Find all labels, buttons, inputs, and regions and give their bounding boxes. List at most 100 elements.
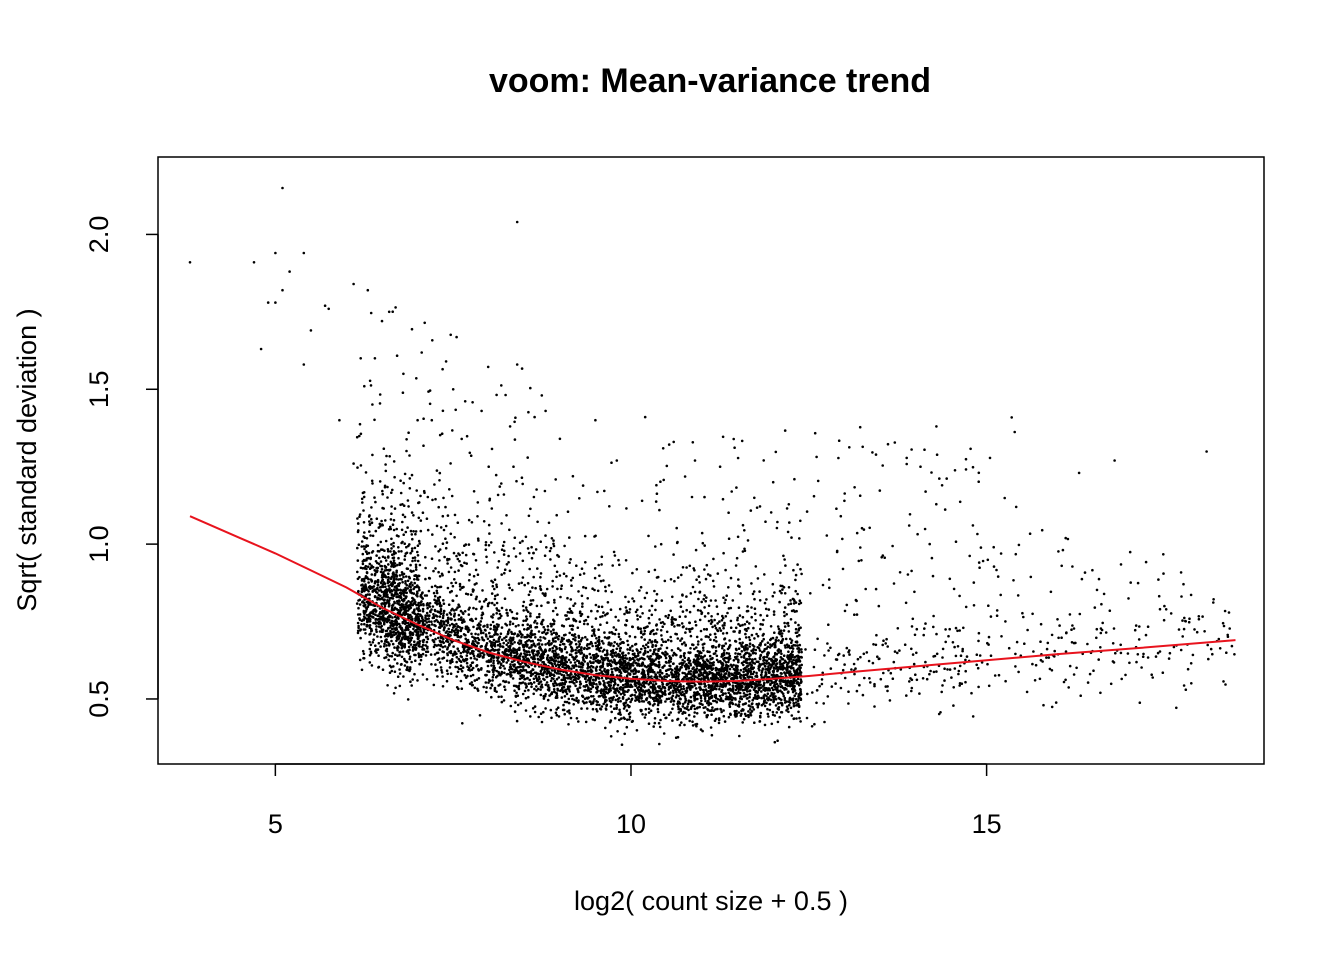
data-point bbox=[987, 604, 990, 607]
data-point bbox=[549, 622, 552, 626]
data-point bbox=[1067, 686, 1070, 689]
data-point bbox=[495, 669, 499, 673]
data-point bbox=[384, 595, 388, 598]
data-point bbox=[657, 657, 661, 660]
data-point bbox=[531, 668, 534, 671]
data-point bbox=[532, 575, 535, 579]
data-point bbox=[444, 505, 447, 509]
data-point bbox=[719, 707, 722, 711]
data-point bbox=[613, 654, 617, 657]
data-point bbox=[607, 659, 610, 662]
data-point bbox=[416, 608, 420, 611]
data-point bbox=[669, 578, 673, 581]
data-point bbox=[420, 655, 423, 658]
data-point bbox=[726, 611, 729, 615]
data-point bbox=[713, 618, 716, 622]
data-point bbox=[700, 612, 703, 616]
data-point bbox=[789, 602, 793, 605]
data-point bbox=[429, 653, 433, 656]
data-point bbox=[542, 652, 546, 656]
data-point bbox=[657, 649, 660, 652]
data-point bbox=[754, 619, 757, 622]
data-point bbox=[529, 507, 532, 511]
data-point bbox=[752, 708, 756, 711]
data-point bbox=[387, 584, 391, 588]
data-point bbox=[562, 637, 565, 641]
data-point bbox=[618, 649, 622, 653]
data-point bbox=[1167, 657, 1171, 660]
data-point bbox=[1061, 548, 1065, 552]
data-point bbox=[413, 546, 417, 550]
data-point bbox=[725, 631, 729, 635]
scatter-points bbox=[188, 186, 1236, 746]
data-point bbox=[617, 635, 621, 639]
data-point bbox=[1181, 635, 1184, 638]
data-point bbox=[783, 698, 787, 702]
data-point bbox=[513, 641, 516, 644]
data-point bbox=[716, 698, 720, 701]
data-point bbox=[374, 500, 377, 504]
data-point bbox=[600, 670, 603, 673]
data-point bbox=[368, 640, 371, 644]
data-point bbox=[540, 720, 544, 724]
data-point bbox=[518, 541, 522, 544]
data-point bbox=[644, 707, 648, 711]
data-point bbox=[627, 600, 630, 604]
data-point bbox=[575, 646, 579, 649]
data-point bbox=[1195, 630, 1199, 634]
data-point bbox=[568, 711, 571, 715]
data-point bbox=[511, 677, 515, 680]
data-point bbox=[618, 718, 621, 722]
data-point bbox=[677, 700, 681, 704]
data-point bbox=[600, 555, 604, 559]
data-point bbox=[398, 622, 401, 626]
data-point bbox=[732, 659, 736, 662]
data-point bbox=[731, 690, 735, 693]
data-point bbox=[455, 675, 459, 678]
data-point bbox=[392, 528, 396, 532]
data-point bbox=[725, 695, 728, 698]
data-point bbox=[633, 635, 637, 639]
data-point bbox=[794, 679, 798, 682]
data-point bbox=[493, 649, 496, 652]
data-point bbox=[388, 654, 392, 658]
data-point bbox=[978, 654, 982, 657]
data-point bbox=[396, 648, 399, 652]
data-point bbox=[673, 689, 677, 692]
data-point bbox=[611, 564, 614, 567]
data-point bbox=[952, 686, 955, 689]
data-point bbox=[468, 682, 472, 686]
data-point bbox=[383, 642, 386, 646]
data-point bbox=[624, 632, 628, 635]
data-point bbox=[392, 518, 396, 522]
data-point bbox=[727, 656, 730, 659]
data-point bbox=[564, 663, 568, 666]
data-point bbox=[602, 642, 605, 645]
data-point bbox=[693, 691, 696, 694]
data-point bbox=[563, 678, 566, 681]
data-point bbox=[521, 623, 525, 627]
data-point bbox=[709, 688, 713, 692]
data-point bbox=[729, 701, 732, 704]
data-point bbox=[522, 619, 525, 623]
data-point bbox=[689, 647, 692, 650]
data-point bbox=[410, 581, 413, 584]
data-point bbox=[705, 628, 708, 631]
data-point bbox=[370, 479, 374, 483]
data-point bbox=[461, 551, 465, 555]
data-point bbox=[356, 621, 360, 625]
data-point bbox=[459, 655, 463, 658]
data-point bbox=[580, 638, 583, 642]
data-point bbox=[671, 654, 675, 657]
data-point bbox=[777, 627, 781, 631]
data-point bbox=[698, 705, 701, 709]
data-point bbox=[457, 569, 460, 572]
data-point bbox=[744, 673, 748, 676]
data-point bbox=[669, 711, 672, 714]
data-point bbox=[715, 658, 719, 662]
data-point bbox=[1182, 582, 1185, 586]
data-point bbox=[1016, 594, 1020, 597]
data-point bbox=[659, 629, 663, 632]
data-point bbox=[532, 692, 535, 696]
data-point bbox=[381, 630, 384, 634]
